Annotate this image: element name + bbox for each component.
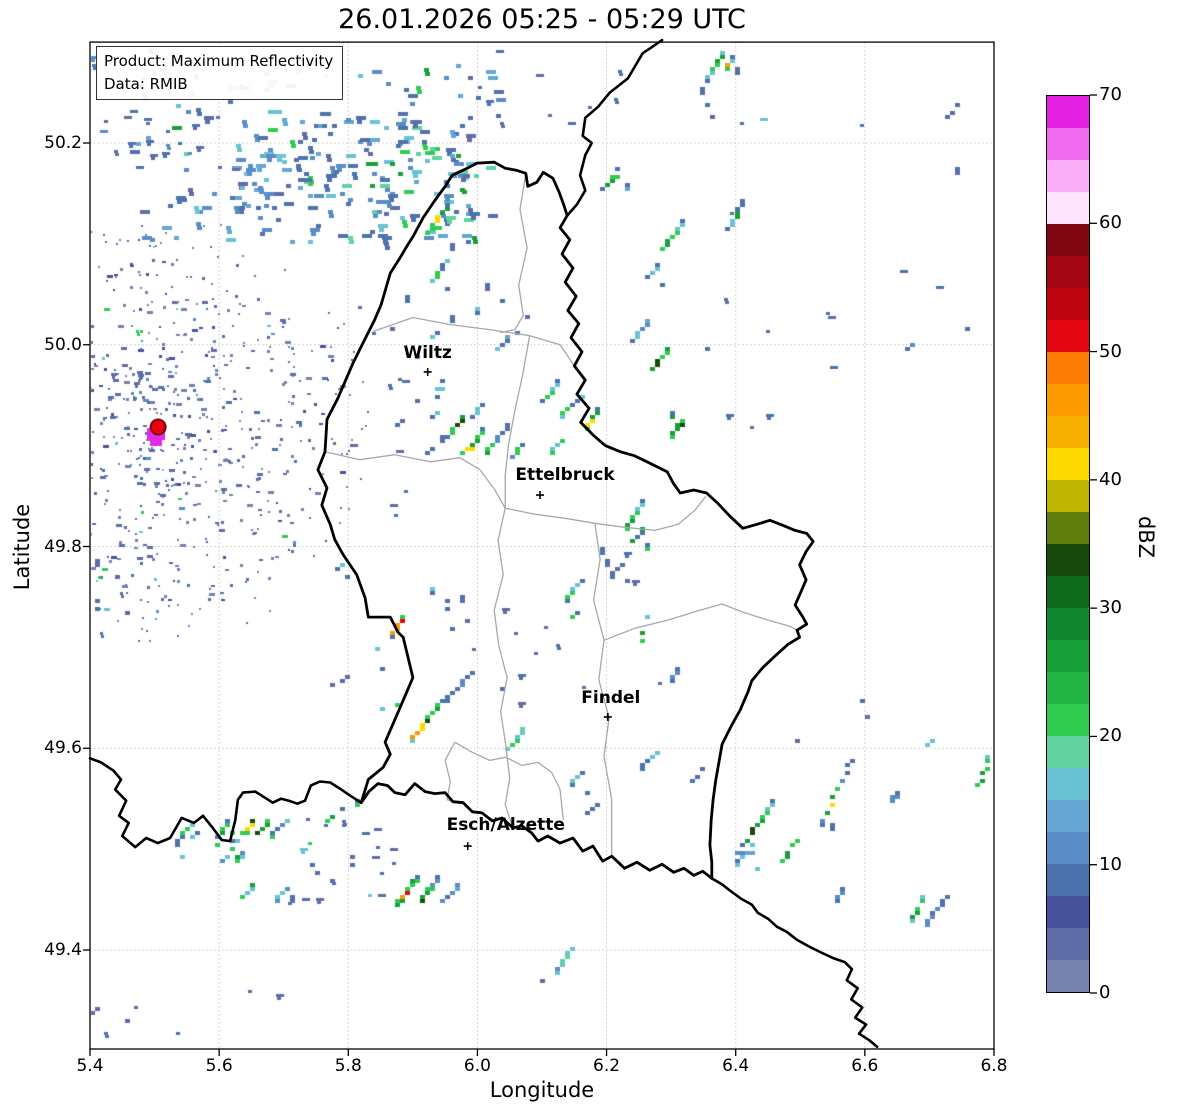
france-germany-border (710, 877, 879, 1049)
district-border (499, 173, 528, 334)
y-axis-label: Latitude (10, 503, 34, 591)
y-tick-label: 49.8 (44, 536, 82, 557)
colorbar-segment (1047, 192, 1089, 224)
colorbar-segment (1047, 320, 1089, 352)
x-axis-label: Longitude (489, 1078, 595, 1102)
y-tick-label: 49.4 (44, 940, 82, 960)
colorbar-segment (1047, 160, 1089, 192)
colorbar-segment (1047, 672, 1089, 704)
x-tick-label: 6.0 (463, 1056, 491, 1076)
colorbar-tick-label: 60 (1099, 212, 1122, 234)
district-border (504, 335, 531, 509)
colorbar-segment (1047, 768, 1089, 800)
belgium-france-border (88, 757, 363, 849)
colorbar-segment (1047, 832, 1089, 864)
x-tick-label: 5.4 (76, 1056, 104, 1076)
city-marker (463, 842, 472, 851)
city-label: Ettelbruck (515, 465, 615, 485)
city-label: Esch/Alzette (447, 815, 565, 835)
y-tick-label: 49.6 (44, 738, 82, 759)
colorbar-segment (1047, 96, 1089, 128)
city-label: Wiltz (403, 343, 452, 363)
colorbar-segment (1047, 288, 1089, 320)
district-border (493, 508, 514, 829)
district-border (592, 523, 613, 857)
district-border (372, 316, 575, 367)
colorbar-segment (1047, 480, 1089, 512)
city-marker (603, 712, 612, 721)
colorbar-tick-label: 30 (1099, 597, 1122, 619)
colorbar-segment (1047, 800, 1089, 832)
y-tick-label: 50.0 (44, 334, 82, 355)
colorbar-segment (1047, 128, 1089, 160)
colorbar-segment (1047, 416, 1089, 448)
product-info-box: Product: Maximum Reflectivity Data: RMIB (96, 46, 344, 100)
colorbar-segment (1047, 608, 1089, 640)
colorbar-segment (1047, 448, 1089, 480)
colorbar-segment (1047, 352, 1089, 384)
colorbar-segment (1047, 864, 1089, 896)
colorbar-tick-label: 70 (1099, 84, 1122, 105)
x-tick-label: 5.6 (205, 1056, 233, 1076)
city-marker (423, 367, 432, 376)
district-border (444, 741, 456, 803)
city-marker (536, 491, 545, 500)
x-tick-label: 6.6 (851, 1056, 879, 1076)
colorbar-segment (1047, 736, 1089, 768)
district-border (454, 741, 564, 820)
plot-frame (89, 41, 995, 1050)
colorbar-segment (1047, 544, 1089, 576)
colorbar-tick-label: 10 (1099, 853, 1122, 875)
colorbar-segment (1047, 704, 1089, 736)
colorbar-segment (1047, 896, 1089, 928)
colorbar-tick-label: 40 (1099, 468, 1122, 490)
radar-site-marker (149, 418, 167, 436)
colorbar-segment (1047, 576, 1089, 608)
colorbar-tick-label: 50 (1099, 340, 1122, 362)
luxembourg-border (316, 160, 815, 880)
data-source-line: Data: RMIB (104, 74, 188, 93)
colorbar-segment (1047, 512, 1089, 544)
colorbar-segment (1047, 640, 1089, 672)
city-label: Findel (581, 688, 640, 708)
colorbar-label: dBZ (1134, 515, 1158, 559)
colorbar-tick-label: 0 (1099, 982, 1111, 1003)
colorbar-segment (1047, 960, 1089, 992)
product-line: Product: Maximum Reflectivity (104, 52, 334, 70)
colorbar-segment (1047, 384, 1089, 416)
colorbar-segment (1047, 928, 1089, 960)
district-border (603, 603, 798, 641)
colorbar (1046, 95, 1090, 993)
district-border (324, 451, 506, 509)
x-tick-label: 6.4 (722, 1056, 750, 1076)
belgium-germany-border (565, 38, 664, 217)
colorbar-segment (1047, 256, 1089, 288)
x-tick-label: 5.8 (334, 1056, 362, 1076)
colorbar-tick-label: 20 (1099, 725, 1122, 747)
plot-title: 26.01.2026 05:25 - 05:29 UTC (338, 4, 746, 35)
y-tick-label: 50.2 (44, 133, 82, 153)
x-tick-label: 6.8 (980, 1056, 1008, 1076)
x-tick-label: 6.2 (593, 1056, 621, 1076)
colorbar-segment (1047, 224, 1089, 256)
district-border (505, 495, 707, 532)
